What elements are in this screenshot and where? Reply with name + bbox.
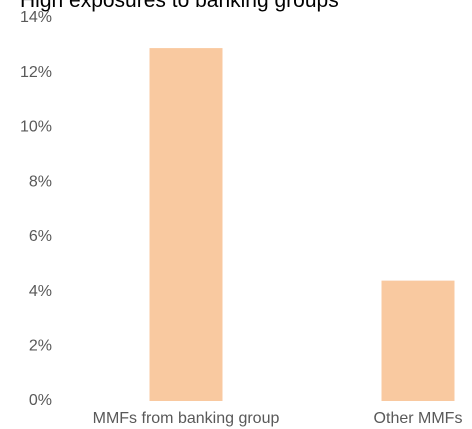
y-tick-label: 8% bbox=[29, 173, 52, 190]
y-tick-label: 4% bbox=[29, 283, 52, 300]
x-tick-label: MMFs from banking group bbox=[93, 410, 280, 427]
bar bbox=[381, 280, 455, 401]
y-tick-label: 6% bbox=[29, 228, 52, 245]
y-tick-label: 0% bbox=[29, 392, 52, 409]
y-tick-label: 12% bbox=[20, 64, 52, 81]
bar bbox=[149, 48, 223, 401]
x-tick-label: Other MMFs bbox=[374, 410, 463, 427]
y-tick-label: 10% bbox=[20, 119, 52, 136]
y-tick-label: 2% bbox=[29, 338, 52, 355]
chart-title: High exposures to banking groups bbox=[20, 0, 339, 12]
y-tick-label: 14% bbox=[20, 9, 52, 26]
